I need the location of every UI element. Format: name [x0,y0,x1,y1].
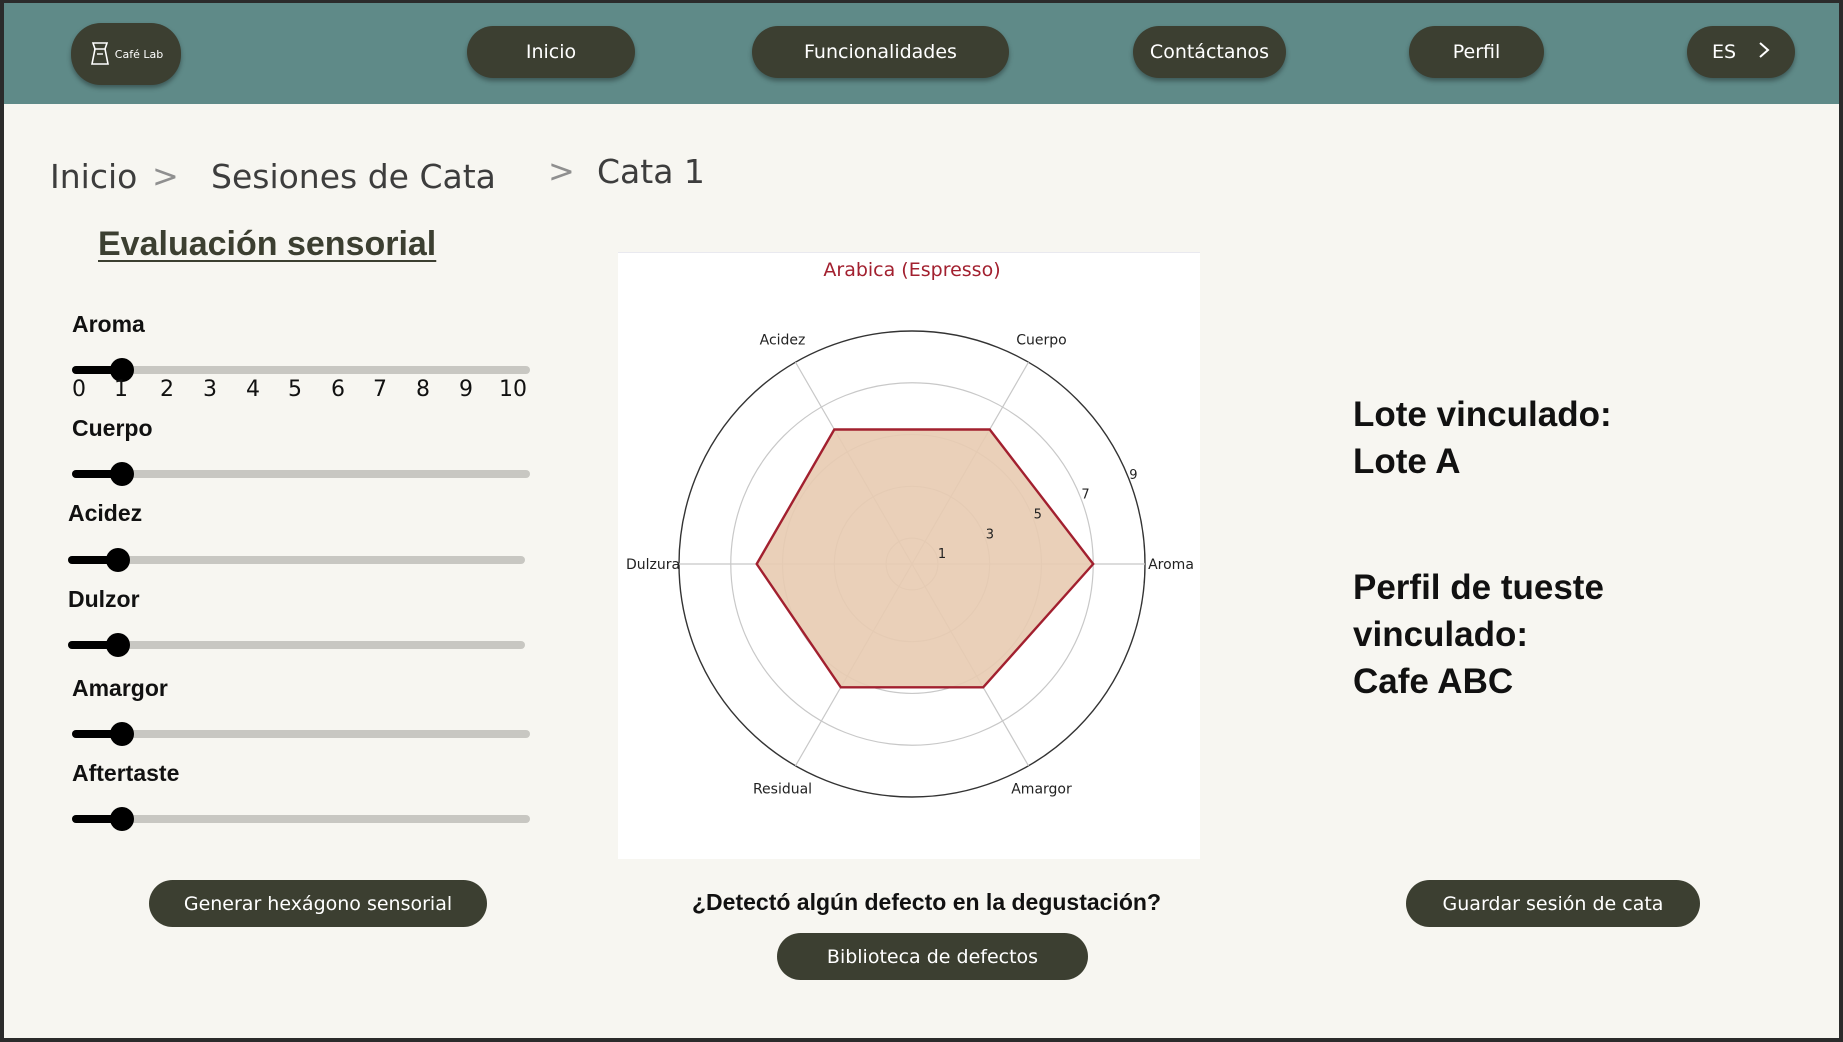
amargor-slider[interactable] [72,722,530,746]
slider-fill [72,730,122,738]
slider-thumb[interactable] [106,633,130,657]
radar-axis-label: Acidez [760,333,806,349]
radar-radial-tick-label: 1 [938,547,946,562]
slider-thumb[interactable] [110,358,134,382]
aftertaste-slider[interactable] [72,807,530,831]
tick-label: 5 [288,377,302,402]
language-label: ES [1711,41,1737,63]
language-selector[interactable]: ES [1687,26,1795,78]
slider-label-cuerpo: Cuerpo [72,415,153,441]
slider-label-acidez: Acidez [68,500,143,526]
slider-label-amargor: Amargor [72,675,168,701]
radar-radial-tick-label: 9 [1129,468,1137,483]
radar-radial-ticks: 1 3 5 7 9 [938,468,1138,562]
tick-label: 8 [416,377,430,402]
radar-axis-label: Dulzura [626,557,680,573]
radar-axis-labels: Aroma Cuerpo Acidez Dulzura Residual Amargor [626,333,1194,798]
nav-perfil[interactable]: Perfil [1409,26,1544,78]
breadcrumb-inicio[interactable]: Inicio [50,157,138,196]
slider-label-aroma: Aroma [72,311,145,337]
perfil-label-line1: Perfil de tueste [1353,568,1604,607]
tick-label: 2 [160,377,174,402]
breadcrumb-cata: Cata 1 [597,152,705,191]
slider-thumb[interactable] [106,548,130,572]
tick-label: 9 [459,377,473,402]
radar-radial-tick-label: 3 [986,527,994,542]
save-session-button[interactable]: Guardar sesión de cata [1406,880,1700,927]
tick-label: 0 [72,377,86,402]
aroma-slider[interactable] [72,358,530,382]
chevron-right-icon [1758,41,1770,64]
tick-label: 3 [203,377,217,402]
generate-hexagon-button[interactable]: Generar hexágono sensorial [149,880,487,927]
defect-library-button[interactable]: Biblioteca de defectos [777,933,1088,980]
tick-label: 10 [499,377,527,402]
linked-perfil: Perfil de tueste vinculado: Cafe ABC [1353,564,1604,705]
lote-label: Lote vinculado: [1353,395,1612,434]
tick-label: 6 [331,377,345,402]
radar-series-polygon [755,428,1095,689]
slider-label-dulzor: Dulzor [68,586,140,612]
slider-label-aftertaste: Aftertaste [72,760,180,786]
radar-axis-label: Aroma [1148,557,1194,573]
logo-button[interactable]: Café Lab [71,23,181,85]
slider-thumb[interactable] [110,807,134,831]
slider-thumb[interactable] [110,722,134,746]
breadcrumb-sesiones[interactable]: Sesiones de Cata [211,157,496,196]
chart-title: Arabica (Espresso) [823,259,1000,281]
tick-label: 7 [373,377,387,402]
app-frame: Café Lab Inicio Funcionalidades Contácta… [4,3,1839,1038]
tick-label: 1 [114,377,128,402]
nav-funcionalidades[interactable]: Funcionalidades [752,26,1009,78]
acidez-slider[interactable] [68,548,525,572]
radar-axis-label: Cuerpo [1016,333,1066,349]
radar-axis-label: Residual [753,781,812,797]
slider-fill [72,815,122,823]
cuerpo-slider[interactable] [72,462,530,486]
top-navigation-bar: Café Lab Inicio Funcionalidades Contácta… [4,3,1839,104]
slider-thumb[interactable] [110,462,134,486]
section-title: Evaluación sensorial [98,225,437,263]
radar-radial-tick-label: 5 [1034,507,1042,522]
perfil-value: Cafe ABC [1353,662,1514,701]
lote-value: Lote A [1353,442,1461,481]
radar-chart: Arabica (Espresso) 1 3 5 7 9 Aroma Cuerpo Acid… [626,259,1194,798]
radar-chart-panel: Arabica (Espresso) 1 3 5 7 9 Aroma Cuerpo Acid… [618,253,1200,859]
coffee-maker-icon [89,41,111,67]
nav-inicio[interactable]: Inicio [467,26,635,78]
slider-fill [68,641,118,649]
logo-text: Café Lab [114,47,164,61]
defect-question: ¿Detectó algún defecto en la degustación… [692,889,1162,915]
slider-fill [72,366,122,374]
dulzor-slider[interactable] [68,633,525,657]
radar-radial-tick-label: 7 [1081,488,1089,503]
nav-contactanos[interactable]: Contáctanos [1133,26,1286,78]
scale-ticks: 0 1 2 3 4 5 6 7 8 9 10 [72,377,533,407]
breadcrumb-separator: > [152,157,179,195]
tick-label: 4 [246,377,260,402]
perfil-label-line2: vinculado: [1353,615,1529,654]
slider-fill [68,556,118,564]
slider-fill [72,470,122,478]
radar-axis-label: Amargor [1011,781,1072,797]
linked-lote: Lote vinculado: Lote A [1353,391,1612,485]
breadcrumb-separator: > [548,152,575,190]
